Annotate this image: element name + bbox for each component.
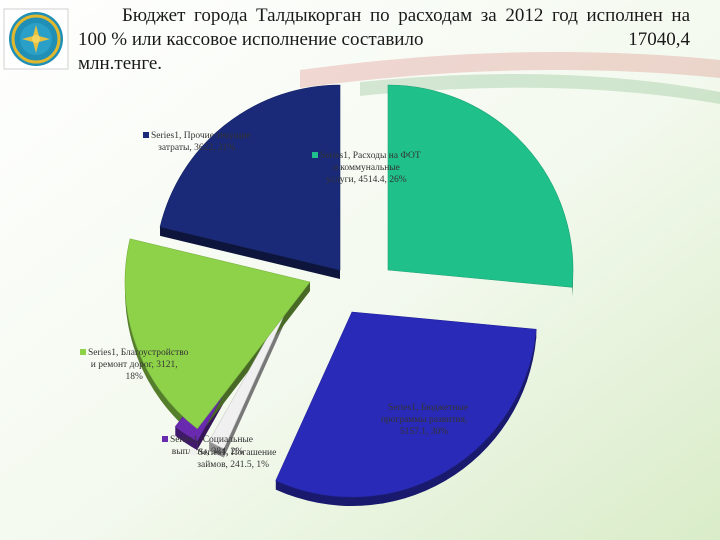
legend-key-loans [190,449,196,455]
legend-key-dev [380,404,386,410]
data-label-text: 18% [125,372,143,382]
data-label-text: и коммунальные [332,163,400,173]
title-line-2-text: 100 % или кассовое исполнение составило [78,29,424,50]
legend-key-fot [312,152,318,158]
data-label-text: займов, 241.5, 1% [197,460,270,470]
legend-key-other [143,132,149,138]
title-line-1: Бюджет города Талдыкорган по расходам за… [122,5,690,26]
data-label-loans: Series1, Погашение займов, 241.5, 1% [190,447,276,471]
title-line-3: млн.тенге. [78,53,163,74]
pie-slice-side-dev [275,329,537,507]
data-label-text: Series1, Погашение [198,448,277,458]
data-label-fot: Series1, Расходы на ФОТ и коммунальные усл… [312,150,421,186]
pie-slice-side-loans [209,441,224,458]
data-label-dev: Series1, Бюджетные программы развития, 515… [380,402,468,438]
data-label-text: Series1, Расходы на ФОТ [320,151,421,161]
data-label-social: Series1, Социальные выплаты, 384, 2% [162,434,253,458]
data-label-text: Series1, Прочие текущие [151,131,251,141]
city-emblem [3,8,69,70]
data-label-text: услуги, 4514.4, 26% [326,175,407,185]
pie-slice-side-roads [124,238,198,438]
pie-slice-side-social [175,426,198,451]
data-label-roads: Series1, Благоустройство и ремонт дорог, … [80,347,188,383]
title-total-value: 17040,4 [628,29,690,50]
title-line-2: 100 % или кассовое исполнение составило … [78,28,690,52]
pie-slice-wall-other [160,226,340,279]
data-label-text: Series1, Бюджетные [388,403,469,413]
data-label-text: программы развития, [380,415,468,425]
data-label-other: Series1, Прочие текущие затраты, 3622, 21… [143,130,251,154]
data-label-text: и ремонт дорог, 3121, [90,360,178,370]
legend-key-roads [80,349,86,355]
data-label-text: Series1, Благоустройство [88,348,189,358]
legend-key-social [162,436,168,442]
data-label-text: затраты, 3622, 21% [158,143,236,153]
pie-slice-fot [387,84,574,288]
pie-slice-other [159,84,341,271]
data-label-text: Series1, Социальные [170,435,254,445]
data-label-text: выплаты, 384, 2% [171,447,244,457]
slide-title: Бюджет города Талдыкорган по расходам за… [78,4,690,76]
pie-slice-roads [124,238,311,430]
pie-slice-dev [275,311,537,498]
data-label-text: 5157.1, 30% [399,427,449,437]
